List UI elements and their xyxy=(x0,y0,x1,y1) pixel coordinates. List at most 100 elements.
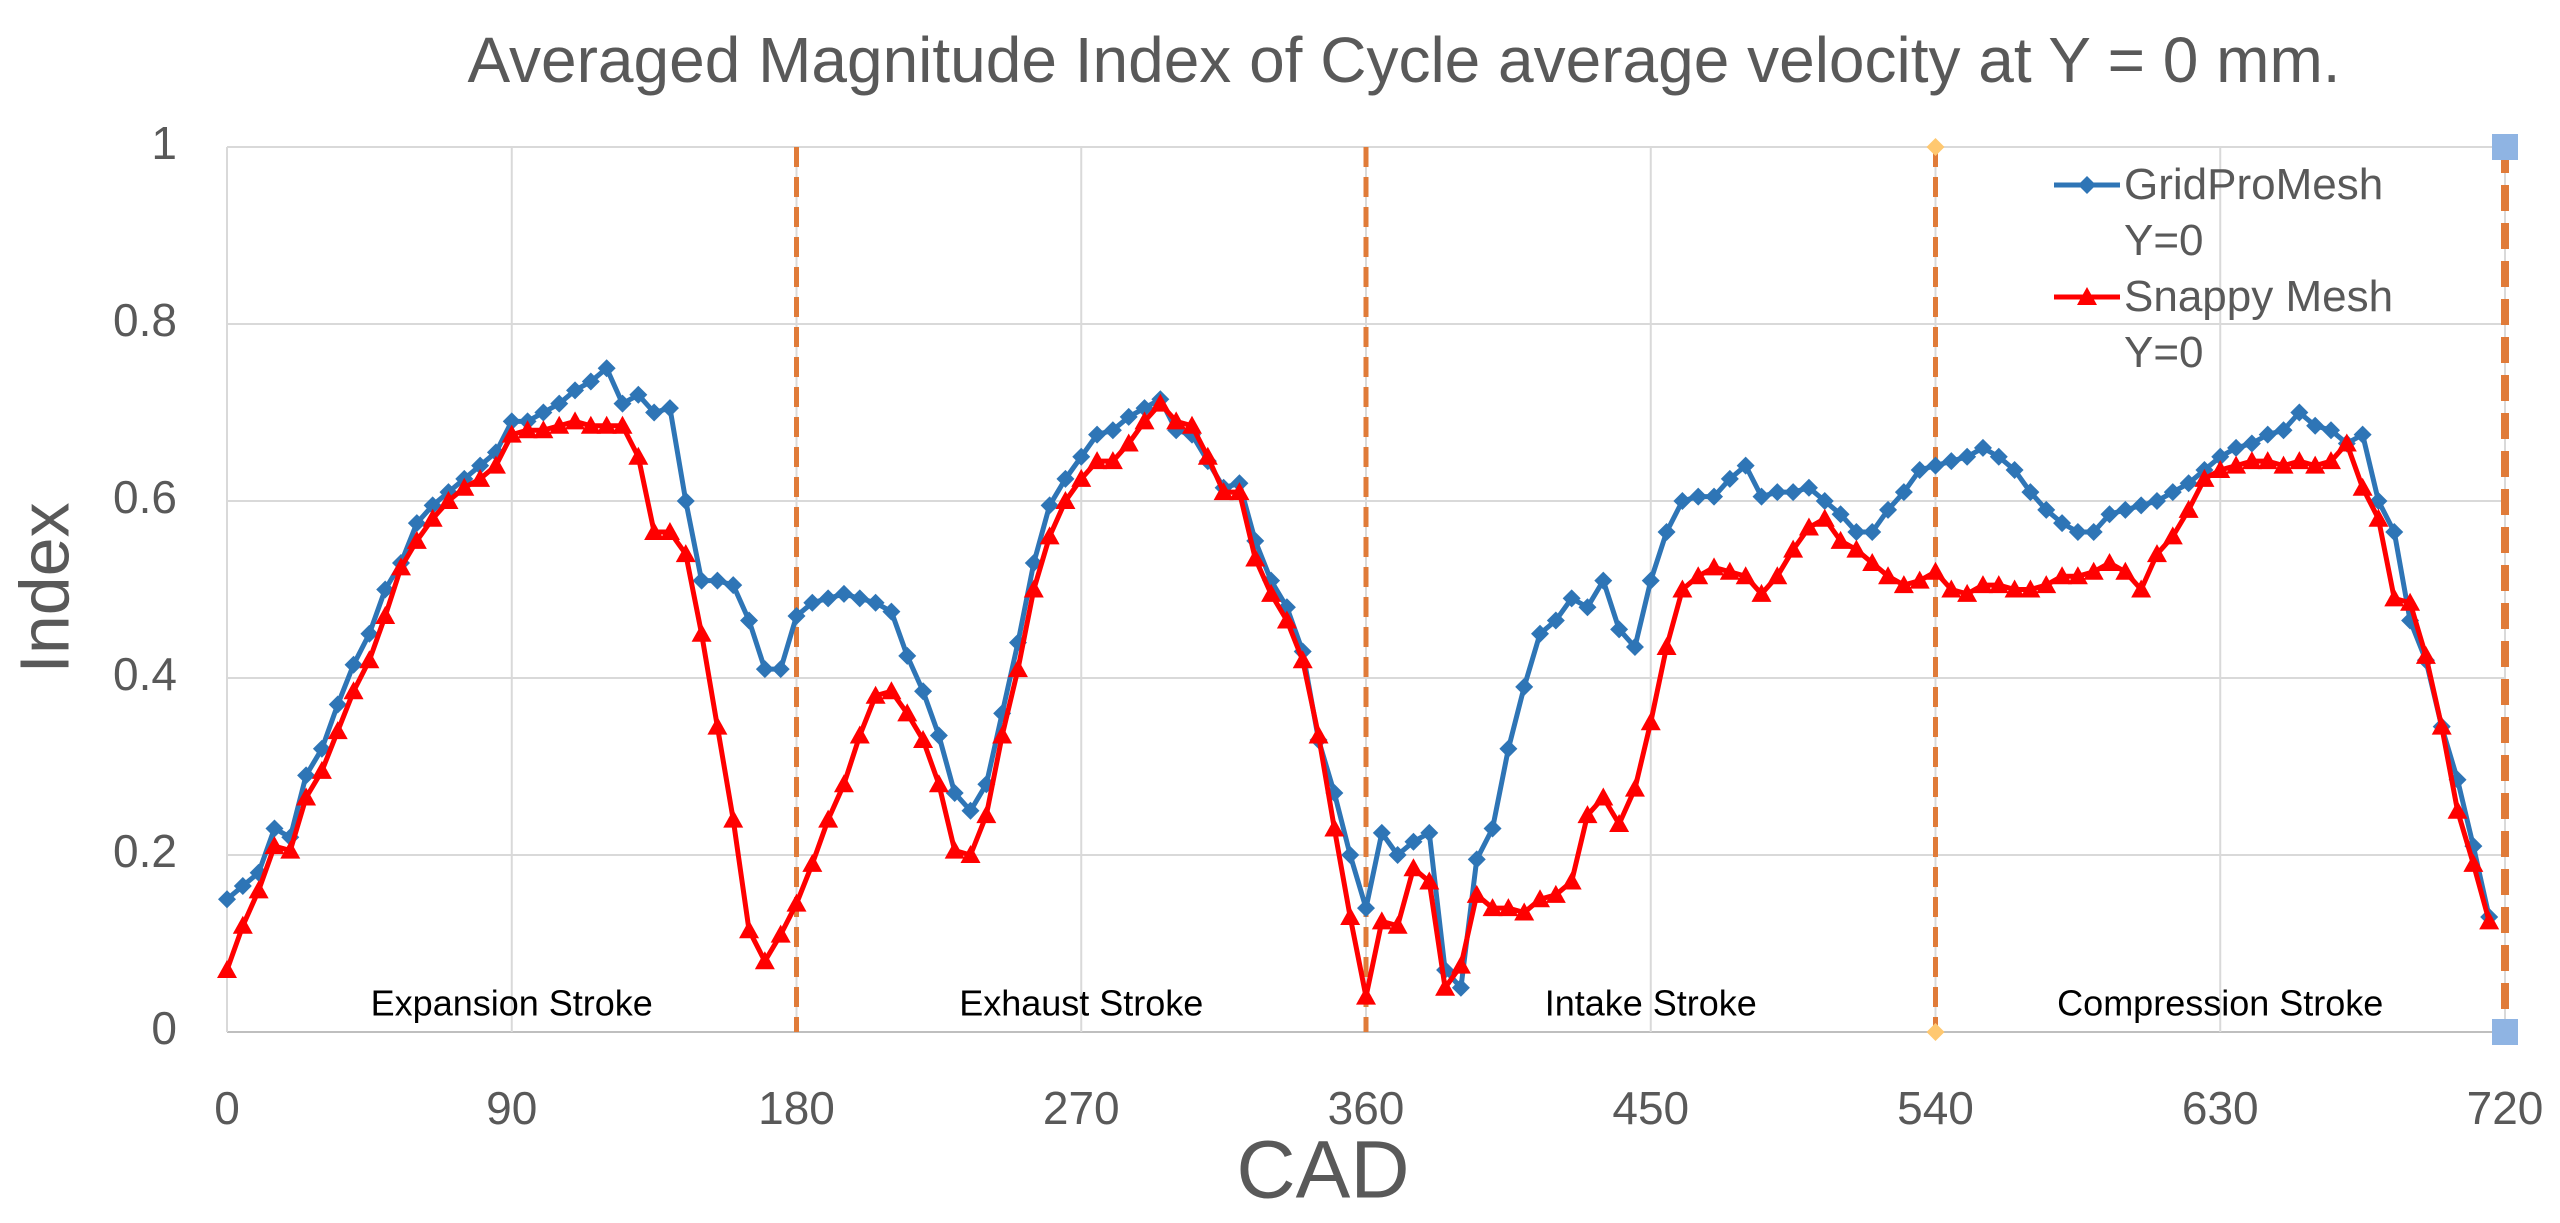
x-tick-label: 360 xyxy=(1328,1082,1405,1134)
data-point xyxy=(2099,552,2120,571)
y-tick-label: 0.8 xyxy=(113,294,177,346)
data-point xyxy=(2290,403,2309,422)
boundary-marker xyxy=(2492,134,2518,160)
data-point xyxy=(961,801,980,820)
data-point xyxy=(1023,579,1044,598)
data-point xyxy=(865,685,886,704)
data-point xyxy=(1213,482,1234,501)
data-point xyxy=(2067,566,2088,585)
data-point xyxy=(1972,575,1993,594)
data-point xyxy=(1799,478,1818,497)
data-point xyxy=(1562,589,1581,608)
data-point xyxy=(771,660,790,679)
data-point xyxy=(2479,911,2500,930)
data-point xyxy=(1498,898,1519,917)
data-point xyxy=(2227,438,2246,457)
data-point xyxy=(1594,571,1613,590)
data-point xyxy=(1166,411,1187,430)
data-point xyxy=(2415,645,2436,664)
data-point xyxy=(2321,421,2340,440)
data-point xyxy=(675,544,696,563)
data-point xyxy=(2021,483,2040,502)
data-point xyxy=(1483,819,1502,838)
data-point xyxy=(1181,415,1202,434)
x-tick-label: 450 xyxy=(1612,1082,1689,1134)
data-point xyxy=(787,607,806,626)
data-point xyxy=(2179,474,2198,493)
data-point xyxy=(1673,492,1692,510)
data-point xyxy=(1482,898,1503,917)
data-point xyxy=(1610,620,1629,639)
legend-marker xyxy=(2077,287,2097,305)
data-point xyxy=(1340,906,1361,925)
data-point xyxy=(1689,487,1708,506)
data-point xyxy=(2210,460,2231,479)
data-point xyxy=(929,726,948,745)
data-point xyxy=(580,415,601,434)
data-point xyxy=(802,853,823,872)
data-point xyxy=(1118,433,1139,452)
data-point xyxy=(1957,583,1978,602)
data-point xyxy=(1387,915,1408,934)
data-point xyxy=(1056,469,1075,488)
data-point xyxy=(1150,393,1171,412)
data-point xyxy=(1973,438,1992,457)
data-point xyxy=(819,589,838,608)
data-point xyxy=(1403,858,1424,877)
data-point xyxy=(724,576,743,595)
data-point xyxy=(328,695,347,714)
data-point xyxy=(2352,477,2373,496)
data-point xyxy=(786,893,807,912)
data-point xyxy=(2020,579,2041,598)
data-point xyxy=(517,420,538,439)
x-axis-title: CAD xyxy=(1236,1125,1409,1216)
data-point xyxy=(376,580,395,599)
data-point xyxy=(1893,575,1914,594)
x-tick-label: 720 xyxy=(2467,1082,2544,1134)
data-point xyxy=(1767,566,1788,585)
data-point xyxy=(818,809,839,828)
data-point xyxy=(1229,482,1250,501)
data-point xyxy=(296,787,317,806)
data-point xyxy=(406,530,427,549)
data-point xyxy=(2306,416,2325,435)
data-point xyxy=(1371,911,1392,930)
data-point xyxy=(2100,505,2119,524)
data-point xyxy=(2257,451,2278,470)
data-point xyxy=(1578,598,1597,617)
data-point xyxy=(659,521,680,540)
data-point xyxy=(297,766,316,785)
data-point xyxy=(645,403,664,422)
data-point xyxy=(359,650,380,669)
data-point xyxy=(2036,575,2057,594)
data-point xyxy=(2037,500,2056,519)
data-point xyxy=(754,951,775,970)
data-point xyxy=(1197,446,1218,465)
data-point xyxy=(1356,986,1376,1005)
data-point xyxy=(1831,505,1850,524)
data-point xyxy=(944,840,965,859)
data-point xyxy=(1814,508,1835,527)
data-point xyxy=(1989,447,2008,466)
data-point xyxy=(2226,455,2247,474)
y-tick-label: 1 xyxy=(151,117,177,169)
data-point xyxy=(833,774,854,793)
data-point xyxy=(2273,455,2294,474)
data-point xyxy=(1450,955,1471,974)
data-point xyxy=(1388,846,1407,864)
data-point xyxy=(866,593,885,612)
data-point xyxy=(1419,871,1440,890)
stroke-label: Exhaust Stroke xyxy=(959,983,1203,1024)
data-point xyxy=(2258,425,2277,444)
y-axis-title: Index xyxy=(5,502,83,673)
data-point xyxy=(1672,579,1693,598)
data-point xyxy=(2320,451,2341,470)
data-point xyxy=(248,880,269,899)
data-point xyxy=(1926,456,1945,475)
data-point xyxy=(755,660,774,679)
data-point xyxy=(1688,566,1709,585)
data-point xyxy=(2162,526,2183,545)
data-point xyxy=(2353,425,2372,444)
data-point xyxy=(1624,778,1645,797)
